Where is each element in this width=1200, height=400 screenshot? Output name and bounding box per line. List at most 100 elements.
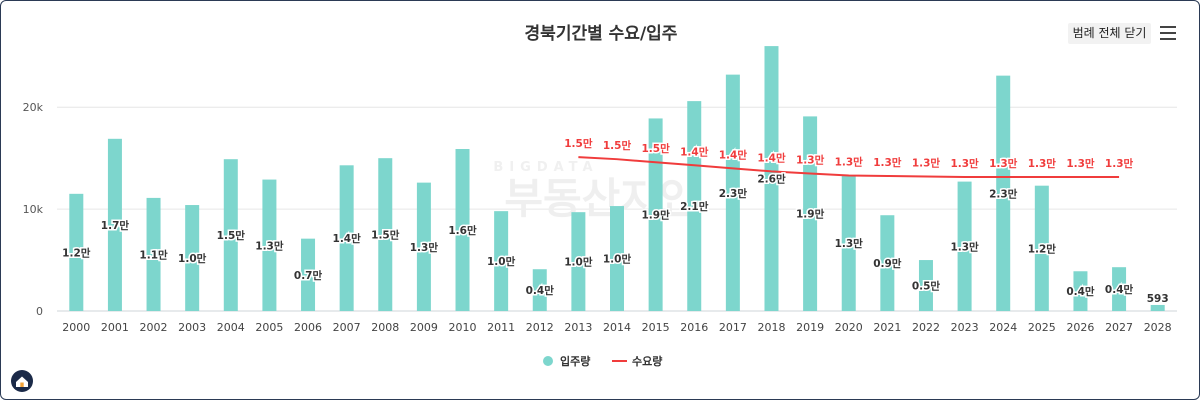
bar <box>841 175 856 311</box>
x-tick-label: 2006 <box>294 321 322 334</box>
line-data-label: 1.5만 <box>564 137 593 150</box>
x-tick-label: 2028 <box>1144 321 1172 334</box>
legend-toggle-button[interactable]: 범례 전체 닫기 <box>1068 23 1151 44</box>
x-tick-label: 2010 <box>449 321 477 334</box>
bar <box>1150 304 1165 311</box>
bar-data-label: 1.5만 <box>217 229 246 242</box>
bar-data-label: 1.5만 <box>371 229 400 242</box>
bar-data-label: 1.3만 <box>835 237 864 250</box>
bar <box>416 182 431 311</box>
bar <box>764 46 779 312</box>
x-tick-label: 2013 <box>564 321 592 334</box>
line-data-label: 1.5만 <box>603 139 632 152</box>
bar-data-label: 0.4만 <box>1066 285 1095 298</box>
bar <box>1112 267 1127 311</box>
legend-label: 입주량 <box>560 355 590 368</box>
home-logo-icon[interactable] <box>11 370 33 392</box>
x-tick-label: 2025 <box>1028 321 1056 334</box>
bar <box>378 158 393 311</box>
bar-data-label: 0.5만 <box>912 280 941 293</box>
line-data-label: 1.4만 <box>757 151 786 164</box>
bar-data-label: 1.4만 <box>333 232 362 245</box>
bar <box>957 181 972 311</box>
x-tick-label: 2018 <box>757 321 785 334</box>
bar <box>803 116 818 311</box>
bar-data-label: 1.3만 <box>950 240 979 253</box>
x-tick-label: 2005 <box>255 321 283 334</box>
x-tick-label: 2014 <box>603 321 631 334</box>
line-data-label: 1.3만 <box>873 156 902 169</box>
bar-data-label: 1.0만 <box>487 255 516 268</box>
chart-title: 경북기간별 수요/입주 <box>524 24 678 44</box>
bar <box>1034 185 1049 311</box>
bar <box>69 193 84 311</box>
bar-data-label: 2.3만 <box>719 187 748 200</box>
bar <box>107 138 122 311</box>
hamburger-menu-icon[interactable] <box>1160 26 1176 40</box>
bar-data-label: 1.0만 <box>603 253 632 266</box>
bar <box>571 212 586 311</box>
x-tick-label: 2009 <box>410 321 438 334</box>
x-tick-label: 2019 <box>796 321 824 334</box>
bar-data-label: 1.6만 <box>448 224 477 237</box>
x-tick-label: 2011 <box>487 321 515 334</box>
x-tick-label: 2001 <box>101 321 129 334</box>
bar-data-label: 1.3만 <box>255 239 284 252</box>
bar <box>687 101 702 311</box>
bar-data-label: 2.1만 <box>680 200 709 213</box>
bar-data-label: 1.2만 <box>1028 242 1057 255</box>
bar-data-label: 0.4만 <box>1105 283 1134 296</box>
bar <box>648 118 663 311</box>
x-tick-label: 2015 <box>642 321 670 334</box>
x-tick-label: 2002 <box>140 321 168 334</box>
x-tick-label: 2017 <box>719 321 747 334</box>
x-tick-label: 2023 <box>951 321 979 334</box>
x-tick-label: 2003 <box>178 321 206 334</box>
bar-data-label: 0.4만 <box>526 284 555 297</box>
x-tick-label: 2004 <box>217 321 245 334</box>
bar-data-label: 0.7만 <box>294 269 323 282</box>
line-data-label: 1.4만 <box>680 145 709 158</box>
line-data-label: 1.3만 <box>1105 157 1134 170</box>
bar-data-label: 1.7만 <box>101 219 130 232</box>
line-data-label: 1.3만 <box>950 157 979 170</box>
line-data-label: 1.4만 <box>719 148 748 161</box>
x-tick-label: 2016 <box>680 321 708 334</box>
bar <box>610 206 624 311</box>
bar-data-label: 1.0만 <box>564 256 593 269</box>
bar <box>146 197 161 311</box>
bar-data-label: 1.9만 <box>641 209 670 222</box>
x-tick-label: 2007 <box>333 321 361 334</box>
line-data-label: 1.3만 <box>796 153 825 166</box>
x-tick-label: 2026 <box>1066 321 1094 334</box>
bar <box>262 179 277 311</box>
bar <box>339 165 354 311</box>
bar <box>494 211 509 311</box>
bar <box>455 149 470 311</box>
x-tick-label: 2020 <box>835 321 863 334</box>
y-tick-label: 20k <box>23 101 44 114</box>
bar-data-label: 0.9만 <box>873 257 902 270</box>
bar-data-label: 2.6만 <box>757 173 786 186</box>
bar-data-label: 1.2만 <box>62 246 91 259</box>
x-tick-label: 2021 <box>873 321 901 334</box>
bar-data-label: 1.0만 <box>178 252 207 265</box>
x-tick-label: 2027 <box>1105 321 1133 334</box>
bar <box>301 238 316 311</box>
bar-data-label: 1.3만 <box>410 241 439 254</box>
line-data-label: 1.3만 <box>912 157 941 170</box>
y-tick-label: 0 <box>36 305 43 318</box>
x-tick-label: 2024 <box>989 321 1017 334</box>
bar <box>223 159 238 311</box>
line-data-label: 1.3만 <box>1028 157 1057 170</box>
y-tick-label: 10k <box>23 203 44 216</box>
demand-line <box>578 156 1120 179</box>
legend-swatch <box>543 356 553 366</box>
x-tick-label: 2000 <box>62 321 90 334</box>
bar <box>725 74 740 311</box>
x-tick-label: 2022 <box>912 321 940 334</box>
bar-data-label: 1.9만 <box>796 208 825 221</box>
bar-data-label: 593 <box>1147 293 1169 305</box>
